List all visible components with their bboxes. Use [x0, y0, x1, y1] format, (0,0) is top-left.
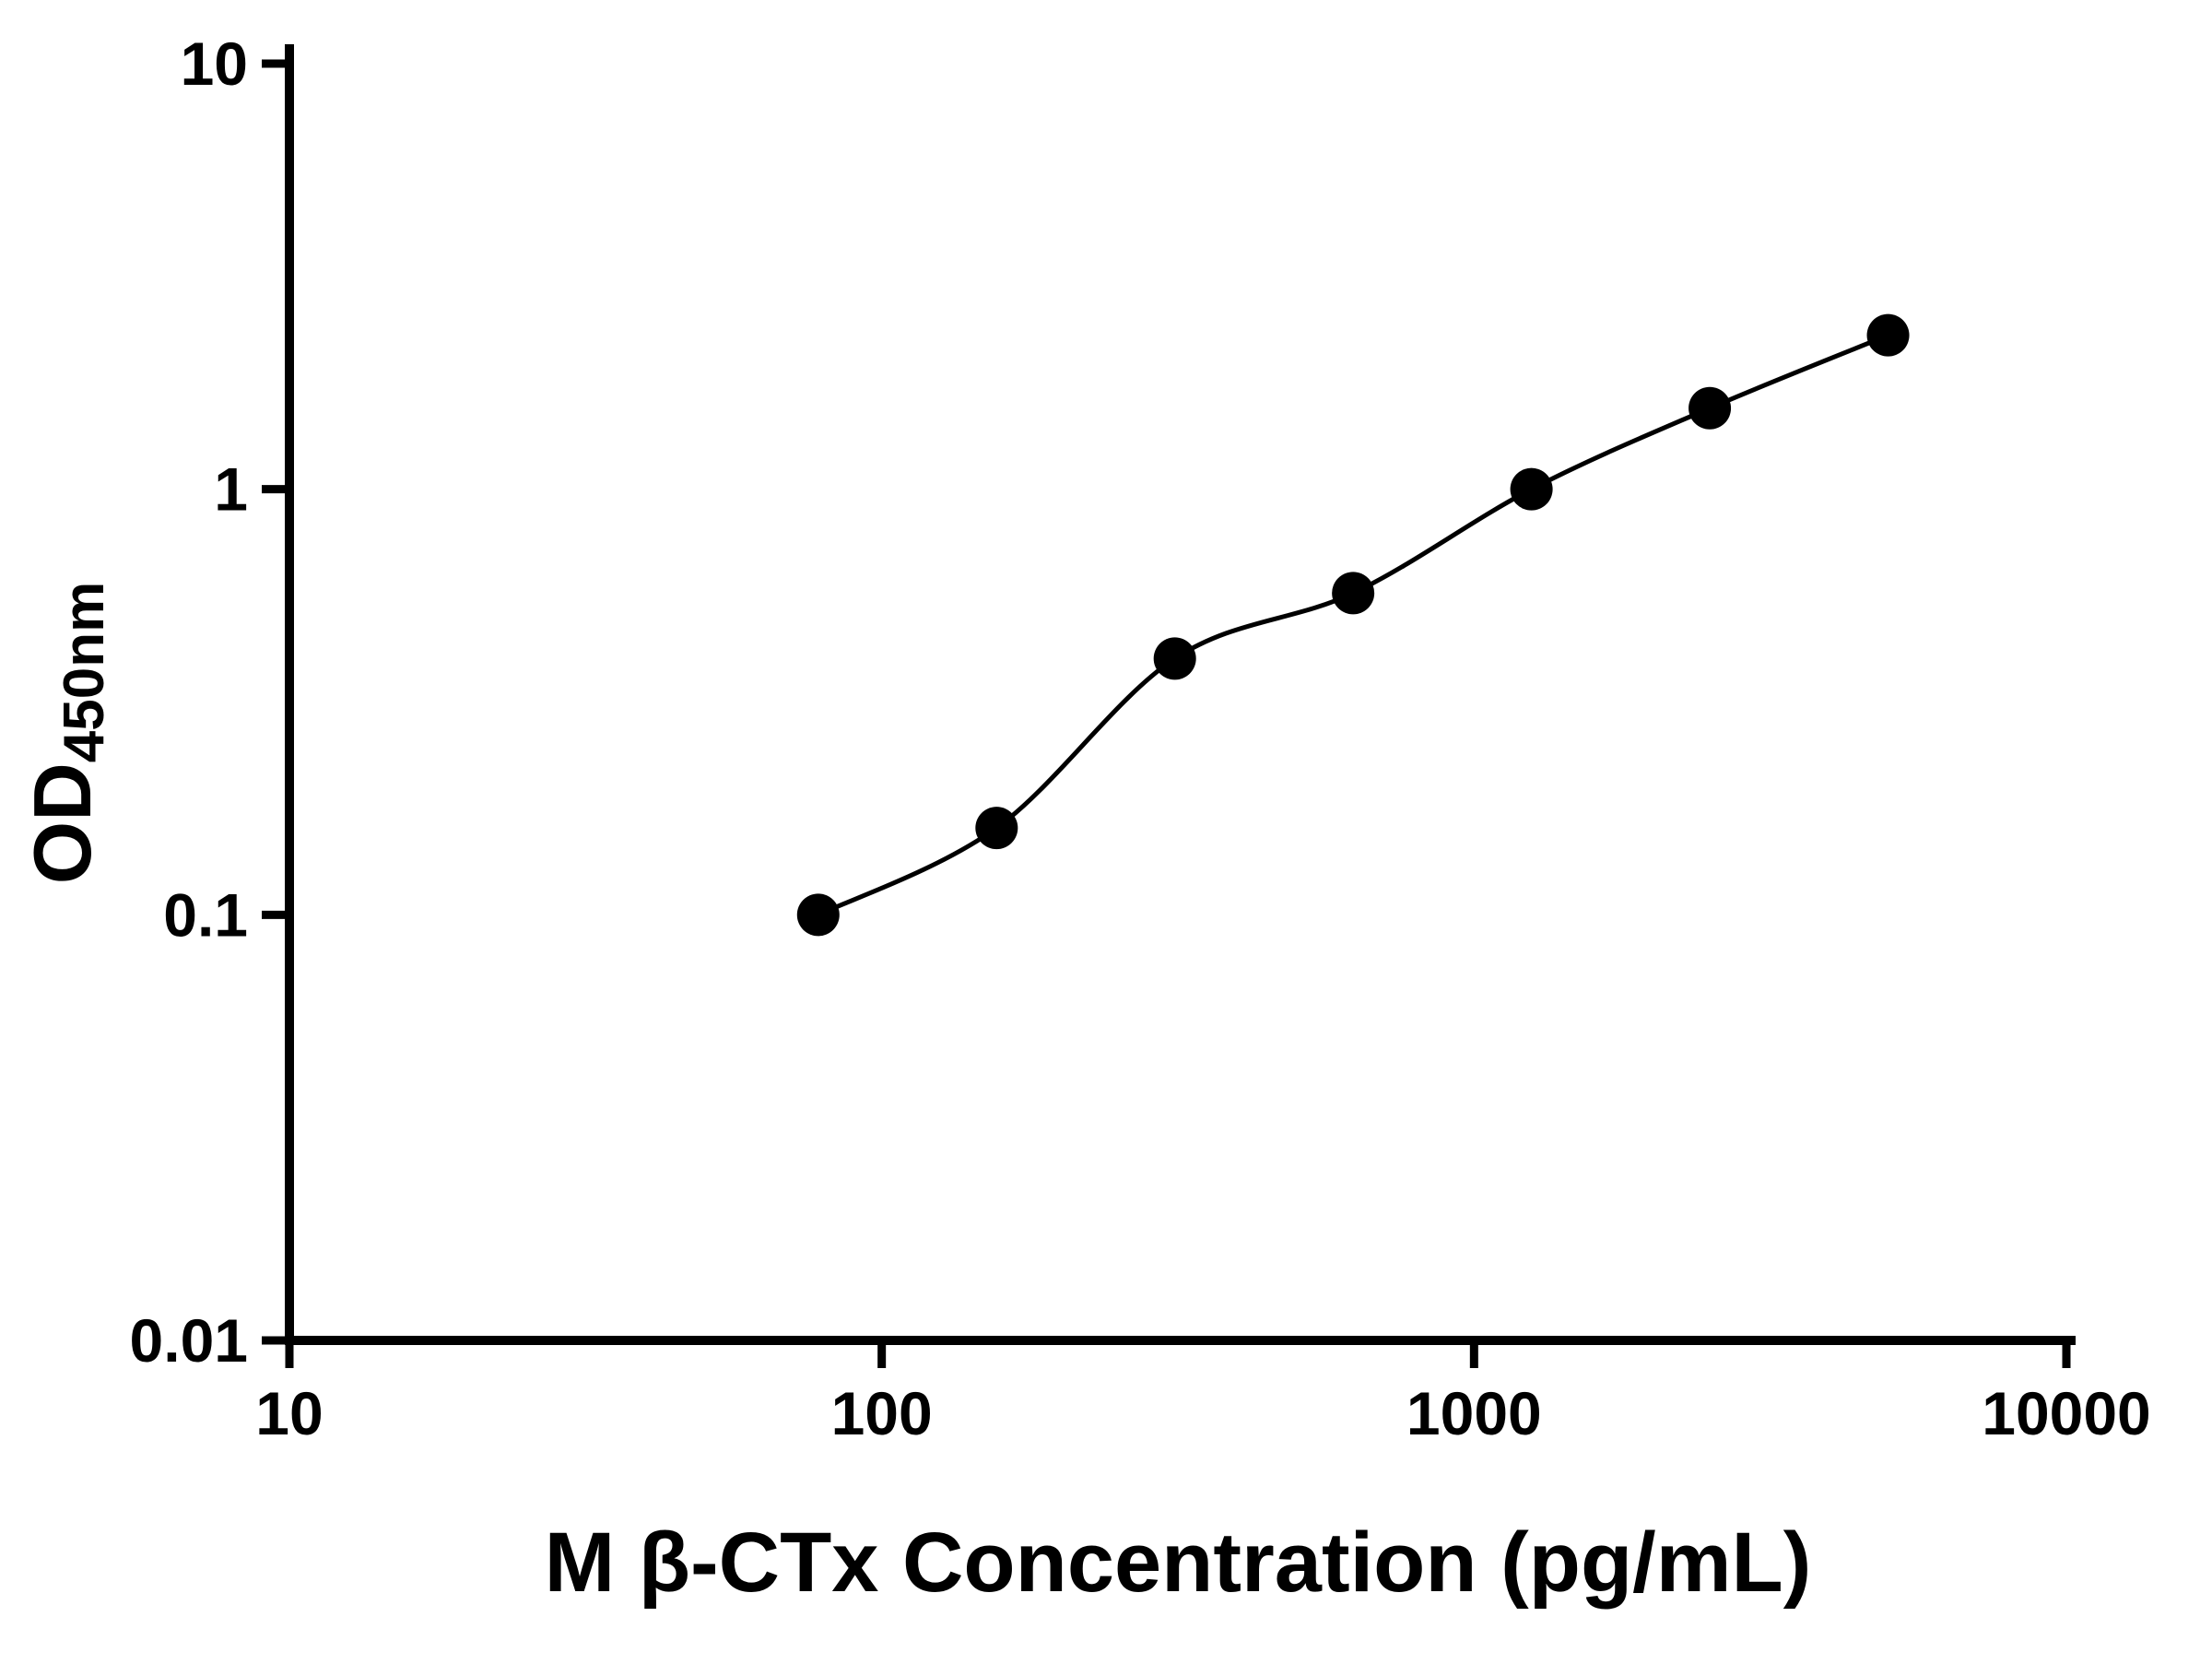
y-axis-title-sub: 450nm	[53, 582, 116, 762]
plot-layer: 10 100 1000 10000 0.01 0.1 1 10	[130, 30, 2151, 1447]
y-tick-label: 0.1	[163, 880, 248, 949]
y-tick-label: 0.01	[130, 1306, 248, 1375]
data-point	[1688, 386, 1732, 430]
data-point	[1510, 467, 1553, 511]
x-tick-label: 100	[831, 1379, 933, 1447]
x-tick-label: 10	[255, 1379, 323, 1447]
x-axis-title: M β-CTx Concentration (pg/mL)	[545, 1516, 1812, 1610]
data-point	[975, 807, 1018, 850]
x-tick-label: 10000	[1982, 1379, 2151, 1447]
data-point	[796, 893, 840, 937]
data-point	[1153, 637, 1196, 680]
data-point	[1866, 313, 1910, 357]
y-axis-title: OD450nm	[17, 582, 116, 884]
y-tick-label: 10	[181, 30, 248, 98]
y-axis-title-main: OD	[17, 762, 108, 884]
x-tick-label: 1000	[1406, 1379, 1542, 1447]
data-point	[1332, 572, 1375, 615]
y-tick-label: 1	[214, 455, 248, 524]
